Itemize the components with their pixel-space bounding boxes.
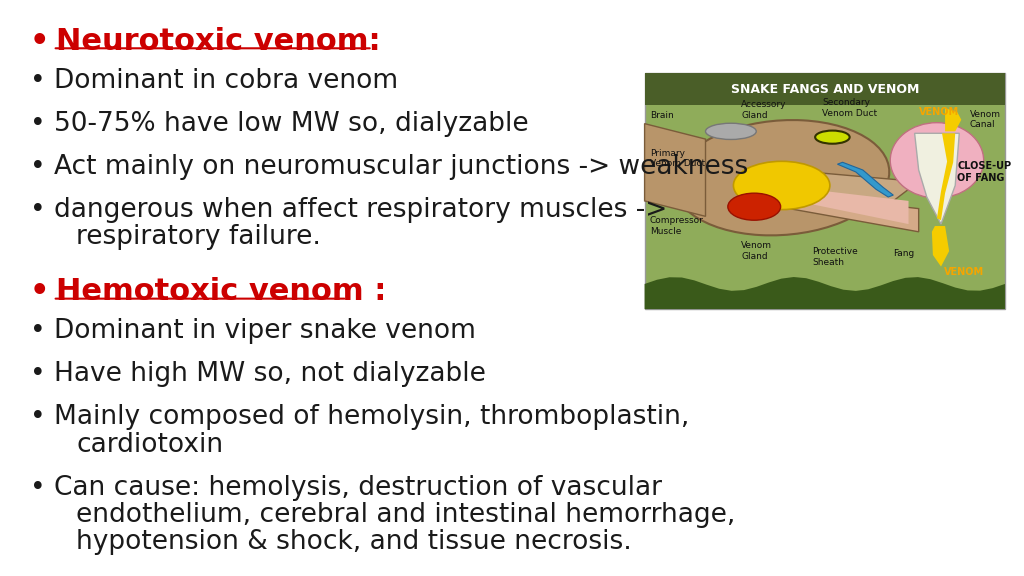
Text: • Can cause: hemolysis, destruction of vascular: • Can cause: hemolysis, destruction of v… [31, 475, 663, 501]
Text: Protective
Sheath: Protective Sheath [812, 247, 858, 267]
Text: endothelium, cerebral and intestinal hemorrhage,: endothelium, cerebral and intestinal hem… [76, 502, 735, 528]
Text: cardiotoxin: cardiotoxin [76, 431, 223, 457]
Text: CLOSE-UP
OF FANG: CLOSE-UP OF FANG [957, 161, 1012, 183]
Text: • 50-75% have low MW so, dialyzable: • 50-75% have low MW so, dialyzable [31, 111, 529, 137]
Text: Neurotoxic venom:: Neurotoxic venom: [56, 27, 381, 56]
Text: respiratory failure.: respiratory failure. [76, 225, 321, 251]
Text: Hemotoxic venom :: Hemotoxic venom : [56, 278, 386, 306]
Text: Accessory
Gland: Accessory Gland [741, 100, 786, 120]
Polygon shape [932, 226, 949, 267]
Polygon shape [644, 277, 1005, 309]
Text: • Mainly composed of hemolysin, thromboplastin,: • Mainly composed of hemolysin, thrombop… [31, 404, 690, 430]
Ellipse shape [728, 193, 780, 220]
Text: Fang: Fang [893, 249, 914, 257]
Text: SNAKE FANGS AND VENOM: SNAKE FANGS AND VENOM [730, 83, 919, 96]
FancyBboxPatch shape [644, 73, 1005, 105]
FancyBboxPatch shape [644, 73, 1005, 309]
Polygon shape [776, 185, 908, 224]
Text: VENOM: VENOM [919, 107, 958, 117]
Text: • Dominant in viper snake venom: • Dominant in viper snake venom [31, 318, 476, 344]
Ellipse shape [733, 161, 829, 210]
Text: hypotension & shock, and tissue necrosis.: hypotension & shock, and tissue necrosis… [76, 529, 632, 555]
Text: • dangerous when affect respiratory muscles ->: • dangerous when affect respiratory musc… [31, 198, 668, 223]
Ellipse shape [890, 123, 984, 198]
Polygon shape [914, 133, 959, 224]
Polygon shape [937, 133, 955, 220]
Ellipse shape [706, 123, 757, 139]
Text: VENOM: VENOM [944, 267, 984, 278]
Polygon shape [746, 170, 919, 204]
Text: Secondary
Venom Duct: Secondary Venom Duct [822, 98, 878, 118]
Text: • Have high MW so, not dialyzable: • Have high MW so, not dialyzable [31, 361, 486, 387]
Text: Brain: Brain [649, 111, 674, 120]
Text: Primary
Venom Duct: Primary Venom Duct [649, 149, 705, 168]
Text: •: • [31, 278, 60, 306]
Text: •: • [31, 27, 60, 56]
Ellipse shape [674, 120, 889, 236]
Text: • Dominant in cobra venom: • Dominant in cobra venom [31, 67, 398, 94]
Polygon shape [746, 193, 919, 232]
Text: Venom
Canal: Venom Canal [970, 110, 1000, 130]
Text: Compressor
Muscle: Compressor Muscle [649, 217, 703, 236]
Text: • Act mainly on neuromuscular junctions -> weakness: • Act mainly on neuromuscular junctions … [31, 154, 749, 180]
Text: Venom
Gland: Venom Gland [741, 241, 772, 261]
Circle shape [815, 131, 850, 144]
Polygon shape [838, 162, 893, 197]
Polygon shape [945, 108, 962, 131]
Polygon shape [644, 124, 706, 217]
